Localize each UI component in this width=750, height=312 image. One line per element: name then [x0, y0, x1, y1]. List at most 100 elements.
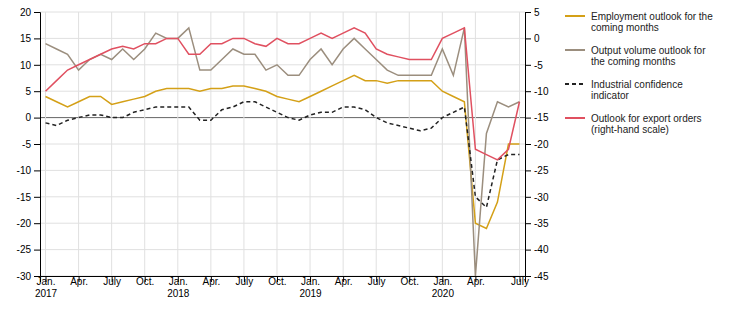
- tick: -5: [525, 60, 543, 71]
- tick-mark: [525, 170, 531, 171]
- tick: -10: [525, 86, 549, 97]
- tick-label: Oct.: [401, 276, 419, 287]
- x-axis: Jan.2017 Apr. July Oct. Jan.2018 Apr. July Oct.…: [35, 276, 529, 299]
- series-line: [46, 28, 520, 276]
- legend-label: Outlook for export orders(right-hand sca…: [591, 113, 702, 136]
- tick-label: 10: [20, 60, 32, 71]
- tick: -20: [525, 139, 549, 150]
- grid-line: [243, 12, 244, 276]
- tick-mark: [34, 118, 40, 119]
- tick-label: -5: [22, 139, 31, 150]
- grid-line: [111, 12, 112, 276]
- tick-mark: [34, 65, 40, 66]
- tick-mark: [34, 170, 40, 171]
- plot: Jan.2017 Apr. July Oct. Jan.2018 Apr. July Oct.…: [17, 7, 549, 299]
- tick-label: 15: [20, 33, 32, 44]
- tick-mark: [34, 223, 40, 224]
- grid-line: [310, 12, 311, 276]
- series-line: [46, 75, 520, 228]
- tick: Apr.: [70, 276, 88, 287]
- tick: -10: [17, 165, 40, 176]
- tick-label: 5: [25, 86, 31, 97]
- grid-line: [40, 196, 525, 197]
- tick: 10: [20, 60, 40, 71]
- grid-line: [210, 12, 211, 276]
- tick: Jan.2017: [35, 276, 58, 299]
- tick: Oct.: [136, 276, 154, 287]
- y2-axis: -45-40-35-30-25-20-15-10-505: [525, 7, 549, 282]
- grid-line: [40, 249, 525, 250]
- tick-label: -10: [17, 165, 32, 176]
- legend-label: Employment outlook for thecoming months: [591, 11, 713, 34]
- tick-label: -45: [534, 271, 549, 282]
- tick-mark: [34, 250, 40, 251]
- tick-label: -40: [534, 244, 549, 255]
- legend: Employment outlook for thecoming months O…: [565, 11, 713, 136]
- tick-label: Apr.: [70, 276, 88, 287]
- legend-swatch: [565, 117, 585, 119]
- tick-label: -15: [17, 192, 32, 203]
- tick: 15: [20, 33, 40, 44]
- tick-label: -30: [534, 192, 549, 203]
- legend-item: Outlook for export orders(right-hand sca…: [565, 113, 702, 136]
- tick-label: -35: [534, 218, 549, 229]
- axis-line: [34, 13, 41, 277]
- series-line: [46, 28, 520, 160]
- tick-label: 0: [534, 33, 540, 44]
- tick: Oct.: [401, 276, 419, 287]
- tick-label: Apr.: [467, 276, 485, 287]
- y-axis: -30 -25 -20 -15 -10 -5 0 5 10 15 20: [17, 7, 41, 282]
- tick-label: Jan.2018: [167, 276, 190, 299]
- tick-label: -20: [17, 218, 32, 229]
- tick: 20: [20, 7, 40, 18]
- tick-label: Oct.: [268, 276, 286, 287]
- grid: [40, 12, 525, 276]
- tick: -25: [525, 165, 549, 176]
- tick-mark: [525, 91, 531, 92]
- tick: -45: [525, 271, 549, 282]
- tick-mark: [525, 250, 531, 251]
- tick-label: July: [103, 276, 121, 287]
- tick-label: 20: [20, 7, 32, 18]
- grid-line: [40, 223, 525, 224]
- tick: July: [368, 276, 386, 287]
- tick: -40: [525, 244, 549, 255]
- tick-label: -15: [534, 112, 549, 123]
- grid-line: [40, 91, 525, 92]
- tick: -35: [525, 218, 549, 229]
- tick: -30: [525, 192, 549, 203]
- tick: Jan.2018: [167, 276, 190, 299]
- grid-line: [409, 12, 410, 276]
- tick: July: [511, 276, 529, 287]
- grid-line: [78, 12, 79, 276]
- tick-mark: [34, 144, 40, 145]
- tick-label: -30: [17, 271, 32, 282]
- legend-label: Output volume outlook forthe coming mont…: [591, 45, 706, 68]
- grid-line: [40, 170, 525, 171]
- tick: 5: [25, 86, 40, 97]
- tick: -15: [525, 112, 549, 123]
- grid-line: [40, 38, 525, 39]
- series-line: [46, 102, 520, 208]
- tick-label: -25: [534, 165, 549, 176]
- tick: -30: [17, 271, 40, 282]
- tick-mark: [34, 197, 40, 198]
- tick: Oct.: [268, 276, 286, 287]
- tick-mark: [525, 223, 531, 224]
- grid-line: [177, 12, 178, 276]
- tick-mark: [525, 118, 531, 119]
- legend-label: Industrial confidenceindicator: [591, 79, 683, 102]
- tick: 0: [25, 112, 40, 123]
- tick: Apr.: [467, 276, 485, 287]
- grid-line: [376, 12, 377, 276]
- grid-line: [144, 12, 145, 276]
- tick-mark: [34, 12, 40, 13]
- tick-label: Apr.: [202, 276, 220, 287]
- tick-label: July: [511, 276, 529, 287]
- tick-label: -20: [534, 139, 549, 150]
- legend-swatch: [565, 15, 585, 17]
- tick-label: -25: [17, 244, 32, 255]
- tick-label: Apr.: [335, 276, 353, 287]
- chart: Jan.2017 Apr. July Oct. Jan.2018 Apr. July Oct.…: [0, 0, 750, 312]
- grid-line: [40, 64, 525, 65]
